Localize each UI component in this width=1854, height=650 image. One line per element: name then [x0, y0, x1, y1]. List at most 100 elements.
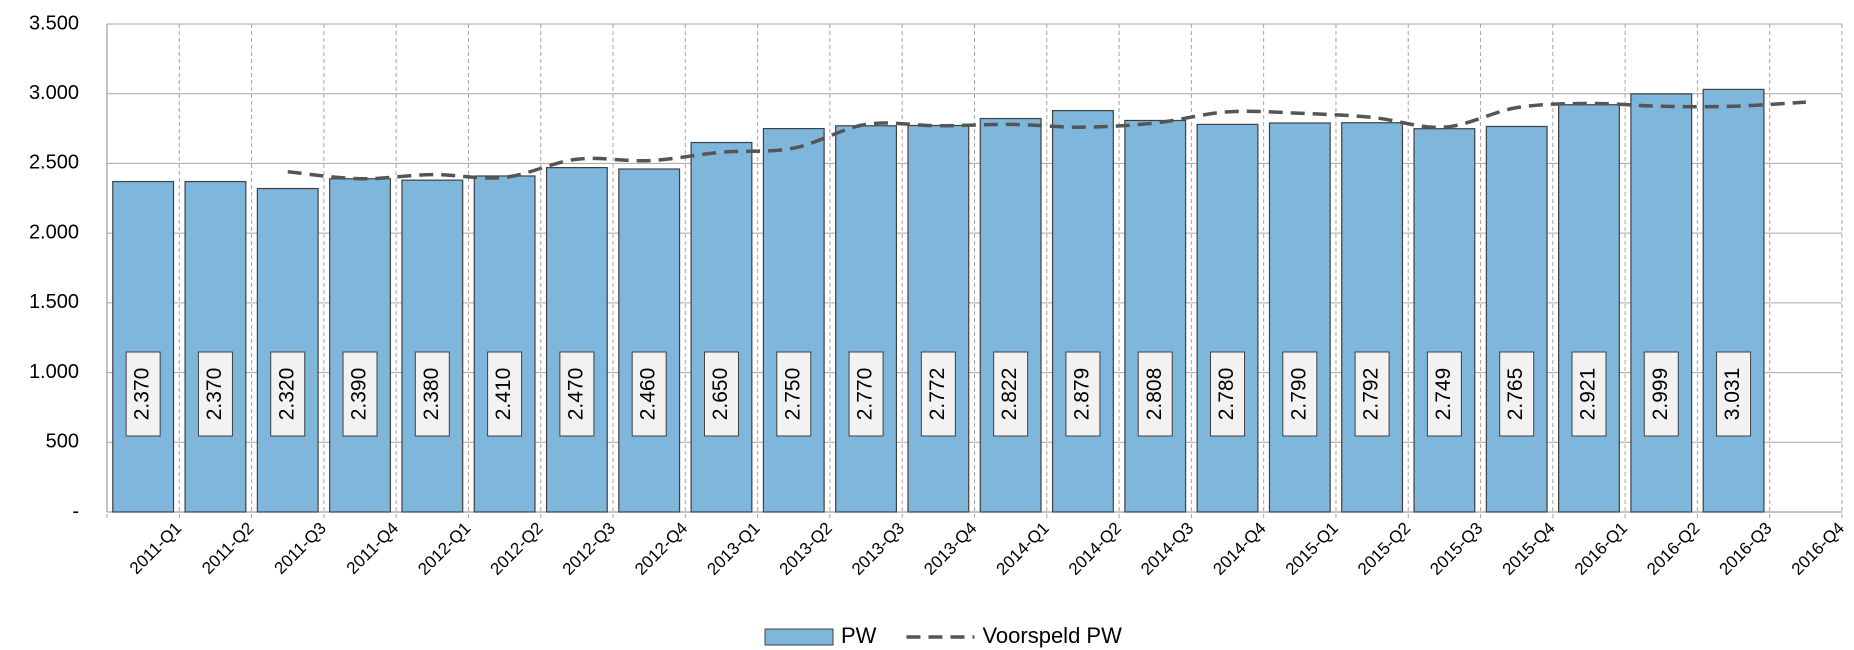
value-label-box [703, 351, 739, 437]
bar [1558, 104, 1620, 513]
value-label-box [1137, 351, 1173, 437]
bar [473, 175, 536, 513]
x-tick-label: 2015-Q3 [1426, 519, 1486, 579]
value-label: 2.999 [1649, 368, 1672, 421]
x-tick-label: 2011-Q4 [343, 519, 402, 578]
value-label-box [197, 351, 233, 437]
bar [1702, 88, 1765, 513]
bar [1413, 128, 1476, 513]
bar [1630, 93, 1693, 513]
value-label-box [125, 351, 161, 437]
value-label: 2.808 [1143, 368, 1166, 421]
x-tick-label: 2016-Q2 [1643, 519, 1703, 579]
value-label-box [1282, 351, 1318, 437]
value-label-box [1065, 351, 1101, 437]
value-label: 2.390 [348, 368, 371, 421]
bar [835, 125, 898, 513]
value-label: 2.650 [709, 368, 732, 421]
bar [1341, 122, 1404, 513]
value-label-box [1716, 351, 1752, 437]
value-label-box [1354, 351, 1390, 437]
y-tick-label: 1.000 [29, 361, 79, 383]
bar [184, 180, 247, 513]
legend-label: PW [841, 623, 877, 648]
legend-swatch [764, 628, 834, 646]
value-label: 2.765 [1504, 368, 1527, 421]
bar [618, 168, 681, 513]
forecast-line [287, 100, 1806, 181]
value-label-box [1643, 351, 1679, 437]
y-tick-label: 2.000 [29, 221, 79, 243]
x-tick-label: 2013-Q1 [703, 519, 763, 579]
value-label: 2.320 [275, 368, 298, 421]
value-label-box [631, 351, 667, 437]
bar [112, 180, 175, 513]
value-label-box [993, 351, 1029, 437]
bar [1051, 109, 1114, 513]
x-tick-label: 2013-Q3 [848, 519, 908, 579]
value-label: 2.772 [926, 368, 949, 421]
value-label: 2.921 [1577, 368, 1600, 421]
y-tick-label: - [72, 500, 79, 522]
bar [329, 178, 391, 513]
value-label: 2.470 [564, 368, 587, 421]
x-tick-label: 2014-Q2 [1065, 519, 1125, 579]
bar [1124, 119, 1187, 513]
value-label: 2.780 [1215, 368, 1238, 421]
value-label: 2.790 [1287, 368, 1310, 421]
value-label-box [776, 351, 812, 437]
x-tick-label: 2012-Q1 [414, 519, 474, 579]
bar [979, 117, 1042, 513]
x-tick-label: 2014-Q1 [993, 519, 1053, 579]
value-label-box [848, 351, 884, 437]
x-tick-label: 2014-Q3 [1137, 519, 1197, 579]
x-tick-label: 2011-Q3 [271, 519, 330, 578]
y-tick-label: 2.500 [29, 152, 79, 174]
bar [907, 124, 970, 513]
value-label: 2.822 [998, 368, 1021, 421]
bar [1485, 125, 1548, 513]
value-label-box [1426, 351, 1462, 437]
value-label-box [1571, 351, 1607, 437]
x-tick-label: 2015-Q2 [1354, 519, 1414, 579]
value-label: 2.370 [131, 368, 154, 421]
x-tick-label: 2013-Q2 [776, 519, 836, 579]
value-label-box [1499, 351, 1535, 437]
x-tick-label: 2011-Q2 [198, 519, 257, 578]
value-label-box [342, 351, 378, 437]
bar [690, 141, 753, 513]
value-label: 2.792 [1360, 368, 1383, 421]
value-label-box [559, 351, 595, 437]
x-tick-label: 2014-Q4 [1209, 519, 1269, 579]
y-tick-label: 3.000 [29, 82, 79, 104]
x-tick-label: 2012-Q3 [559, 519, 619, 579]
bar [1268, 122, 1331, 513]
bar [762, 127, 825, 513]
value-label: 2.879 [1070, 368, 1093, 421]
x-tick-label: 2015-Q1 [1282, 519, 1342, 579]
y-tick-label: 3.500 [29, 12, 79, 34]
x-tick-label: 2016-Q4 [1788, 519, 1848, 579]
legend-label: Voorspeld PW [982, 623, 1122, 648]
y-tick-label: 500 [46, 431, 79, 453]
x-tick-label: 2016-Q1 [1571, 519, 1631, 579]
bar [256, 187, 319, 513]
value-label: 2.380 [420, 368, 443, 421]
x-tick-label: 2012-Q4 [631, 519, 691, 579]
value-label-box [270, 351, 306, 437]
value-label-box [414, 351, 450, 437]
y-tick-label: 1.500 [29, 291, 79, 313]
x-tick-label: 2011-Q1 [126, 519, 185, 578]
value-label-box [920, 351, 956, 437]
x-tick-label: 2015-Q4 [1499, 519, 1559, 579]
value-label: 2.370 [203, 368, 226, 421]
x-tick-label: 2016-Q3 [1715, 519, 1775, 579]
value-label: 2.460 [637, 368, 660, 421]
value-label-box [1210, 351, 1246, 437]
value-label: 2.410 [492, 368, 515, 421]
bar [1196, 123, 1259, 513]
value-label: 2.770 [854, 368, 877, 421]
value-label: 2.749 [1432, 368, 1455, 421]
